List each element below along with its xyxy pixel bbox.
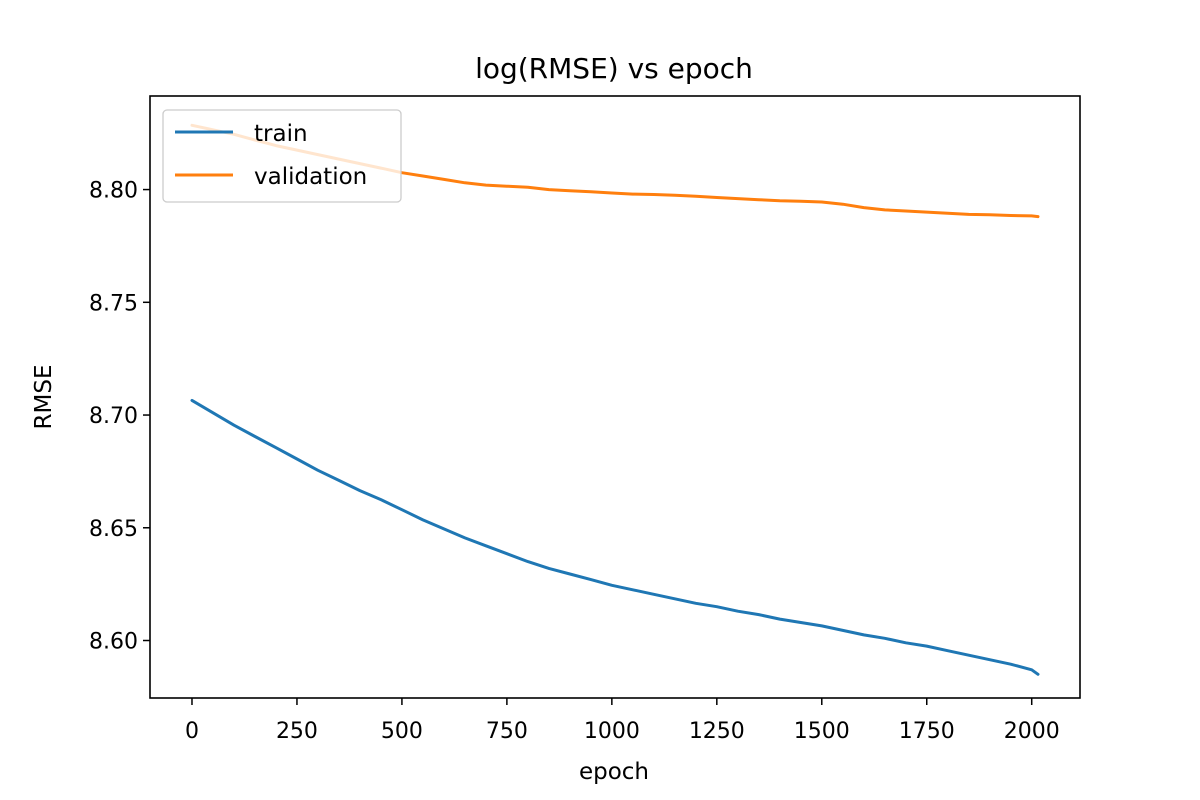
x-tick-label: 750	[486, 719, 528, 744]
x-tick-label: 2000	[1004, 719, 1060, 744]
y-tick-label: 8.75	[89, 291, 138, 316]
x-tick-label: 1000	[584, 719, 640, 744]
x-tick-label: 500	[381, 719, 423, 744]
y-tick-label: 8.65	[89, 517, 138, 542]
y-tick-label: 8.60	[89, 630, 138, 655]
x-tick-label: 0	[185, 719, 199, 744]
series-line-train	[190, 398, 1040, 676]
y-tick-label: 8.70	[89, 404, 138, 429]
x-tick-label: 1250	[689, 719, 745, 744]
y-tick-label: 8.80	[89, 179, 138, 204]
chart-title: log(RMSE) vs epoch	[475, 52, 753, 85]
legend-label-train: train	[254, 121, 308, 147]
x-axis-ticks: 0 250 500 750 1000 1250 1500 1750 2000	[185, 698, 1060, 744]
legend: train validation	[162, 109, 402, 203]
y-axis-ticks: 8.60 8.65 8.70 8.75 8.80	[89, 179, 150, 655]
plot-frame	[149, 95, 1081, 699]
x-tick-label: 1500	[794, 719, 850, 744]
x-axis-label: epoch	[579, 759, 649, 785]
x-tick-label: 250	[276, 719, 318, 744]
legend-label-validation: validation	[254, 164, 367, 190]
y-axis-label: RMSE	[31, 365, 57, 430]
x-tick-label: 1750	[899, 719, 955, 744]
